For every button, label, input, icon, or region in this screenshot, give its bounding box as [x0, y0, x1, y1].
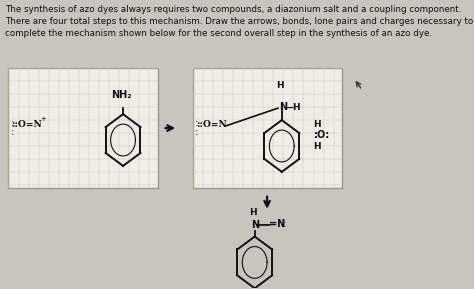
Bar	[193, 68, 342, 188]
Text: :: :	[195, 127, 199, 137]
Text: The synthesis of azo dyes always requires two compounds, a diazonium salt and a : The synthesis of azo dyes always require…	[5, 5, 474, 38]
Text: H: H	[249, 208, 257, 217]
Text: N: N	[280, 102, 288, 112]
Text: ::O=N: ::O=N	[11, 120, 42, 129]
Text: ::: ::	[281, 219, 288, 229]
Text: H: H	[313, 120, 320, 129]
Text: ::O=N: ::O=N	[196, 120, 227, 129]
Text: :: :	[11, 127, 14, 137]
Text: :O:: :O:	[314, 130, 330, 140]
Text: =N: =N	[269, 219, 285, 229]
Text: NH₂: NH₂	[111, 90, 132, 100]
Bar	[9, 68, 158, 188]
Text: H: H	[276, 81, 284, 90]
Text: +: +	[40, 116, 46, 122]
Text: N: N	[252, 220, 260, 230]
Text: :: :	[195, 118, 199, 128]
Text: :: :	[11, 118, 14, 128]
Text: —H: —H	[285, 103, 301, 112]
Text: H: H	[313, 142, 320, 151]
